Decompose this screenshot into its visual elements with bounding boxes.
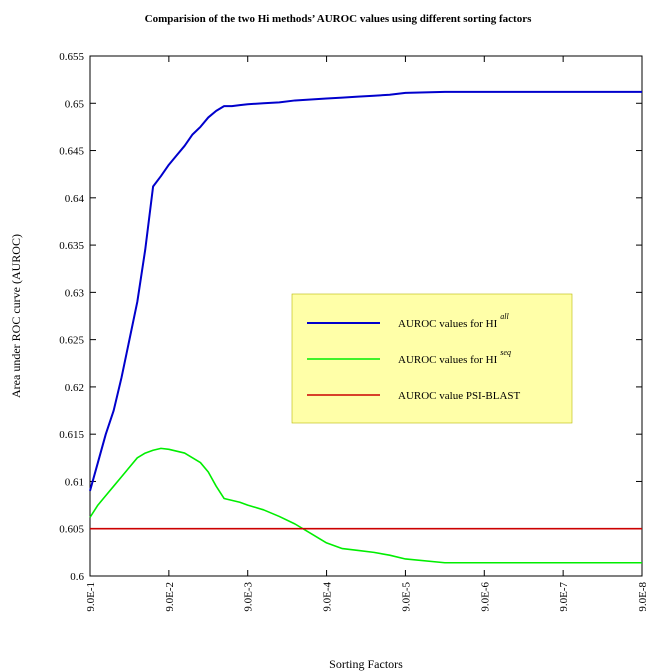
y-tick-label: 0.63	[65, 287, 85, 299]
x-tick-label: 9.0E-1	[85, 582, 97, 612]
y-tick-label: 0.65	[65, 98, 85, 110]
y-tick-label: 0.615	[59, 429, 84, 441]
x-axis: 9.0E-1 9.0E-2 9.0E-3 9.0E-4 9.0E-5 9.0E-6 9.0E…	[85, 56, 646, 612]
legend-label-text: AUROC values for HI	[398, 318, 498, 330]
legend-label-2: AUROC value PSI-BLAST	[398, 390, 521, 402]
legend-label-0: AUROC values for HIall	[398, 312, 510, 330]
y-tick-label: 0.625	[59, 335, 84, 347]
y-axis: 0.6 0.605 0.61 0.615 0.62 0.625 0.63 0.635 0.64 0…	[59, 51, 642, 583]
x-tick-label: 9.0E-2	[164, 582, 176, 612]
x-tick-label: 9.0E-3	[243, 582, 255, 612]
series-line-0	[89, 90, 642, 492]
x-axis-label: Sorting Factors	[329, 657, 403, 671]
y-tick-label: 0.645	[59, 146, 84, 158]
x-tick-label: 9.0E-8	[637, 582, 646, 612]
x-tick-label: 9.0E-4	[322, 582, 334, 612]
x-tick-label: 9.0E-7	[558, 582, 570, 612]
legend-label-superscript: all	[500, 312, 509, 321]
chart-title: Comparision of the two Hi methods’ AUROC…	[145, 13, 532, 25]
legend-label-text: AUROC values for HI	[398, 354, 498, 366]
y-tick-label: 0.64	[65, 193, 85, 205]
legend-label-text: AUROC value PSI-BLAST	[398, 390, 521, 402]
y-tick-label: 0.61	[65, 476, 84, 488]
y-tick-label: 0.62	[65, 382, 84, 394]
y-tick-label: 0.635	[59, 240, 84, 252]
x-tick-label: 9.0E-5	[400, 582, 412, 612]
y-axis-label: Area under ROC curve (AUROC)	[9, 234, 23, 398]
legend-label-superscript: seq	[500, 348, 511, 357]
legend-label-1: AUROC values for HIseq	[398, 348, 511, 366]
series-line-1	[89, 447, 642, 564]
series-layer	[89, 90, 642, 564]
y-tick-label: 0.655	[59, 51, 84, 63]
y-tick-label: 0.605	[59, 524, 84, 536]
y-tick-label: 0.6	[70, 571, 84, 583]
x-tick-label: 9.0E-6	[479, 582, 491, 612]
